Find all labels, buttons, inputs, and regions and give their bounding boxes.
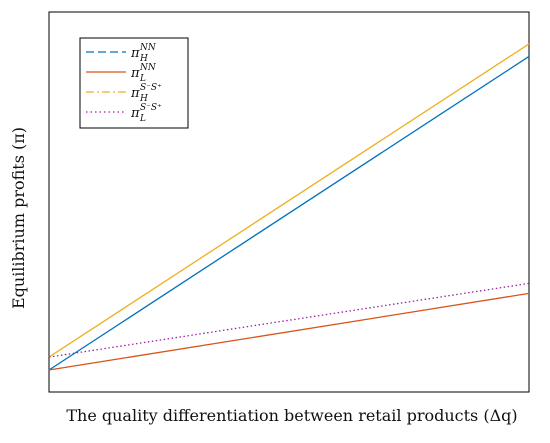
plot-area-frame <box>48 11 530 393</box>
legend-entry-pi_H_SS: π S⁻S⁺H <box>130 83 162 104</box>
y-axis-label: Equilibrium profits (π) <box>9 127 28 309</box>
series-line-pi_H_NN <box>48 55 530 371</box>
legend-subscript-pi_H_SS: H <box>139 94 148 104</box>
series-layer <box>48 43 530 371</box>
legend-subscript-pi_L_SS: L <box>139 114 146 124</box>
legend-superscript-pi_L_SS: S⁻S⁺ <box>140 103 162 113</box>
series-line-pi_L_NN <box>48 292 530 371</box>
series-line-pi_H_SS <box>48 43 530 358</box>
legend-entry-pi_H_NN: π NNH <box>130 43 157 64</box>
legend-superscript-pi_H_SS: S⁻S⁺ <box>140 83 162 93</box>
legend-superscript-pi_H_NN: NN <box>139 43 157 53</box>
series-line-pi_L_SS <box>48 282 530 358</box>
legend-label-pi_H_NN: π <box>130 46 140 61</box>
legend-label-pi_L_NN: π <box>130 66 140 81</box>
legend-label-pi_L_SS: π <box>130 106 140 121</box>
legend-superscript-pi_L_NN: NN <box>139 63 157 73</box>
x-axis-label: The quality differentiation between reta… <box>66 406 517 425</box>
legend-box <box>79 37 189 129</box>
legend-subscript-pi_H_NN: H <box>139 54 148 64</box>
legend-entry-pi_L_NN: π NNL <box>130 63 157 84</box>
legend-subscript-pi_L_NN: L <box>139 74 146 84</box>
legend-entry-pi_L_SS: π S⁻S⁺L <box>130 103 162 124</box>
legend-label-pi_H_SS: π <box>130 86 140 101</box>
